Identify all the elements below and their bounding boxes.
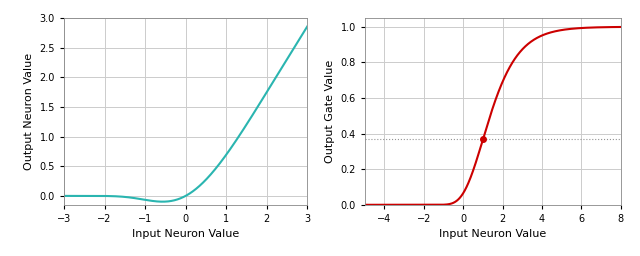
- Y-axis label: Output Neuron Value: Output Neuron Value: [24, 53, 34, 170]
- X-axis label: Input Neuron Value: Input Neuron Value: [132, 229, 239, 239]
- X-axis label: Input Neuron Value: Input Neuron Value: [439, 229, 547, 239]
- Y-axis label: Output Gate Value: Output Gate Value: [325, 60, 335, 163]
